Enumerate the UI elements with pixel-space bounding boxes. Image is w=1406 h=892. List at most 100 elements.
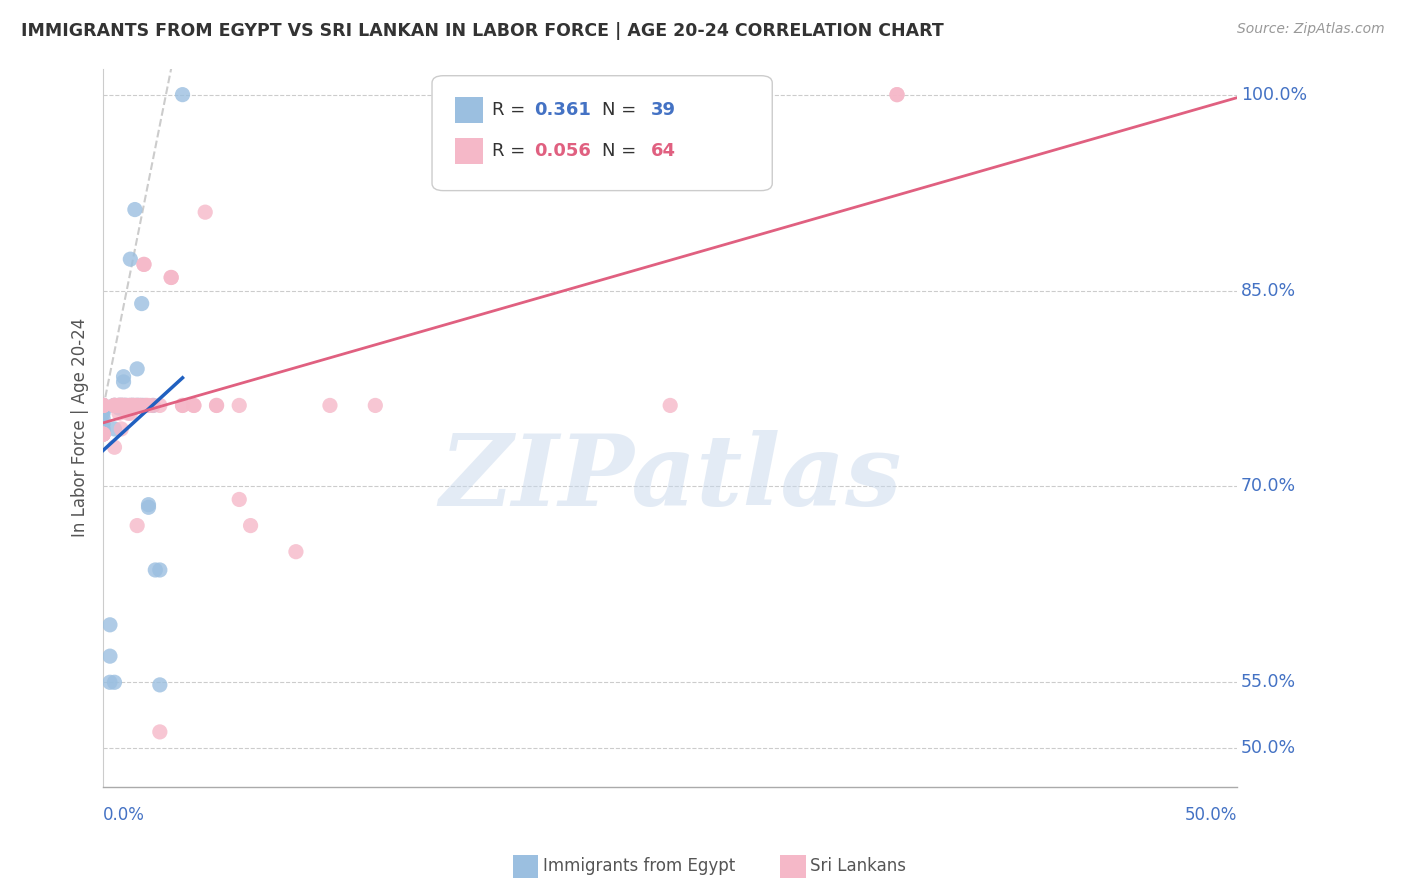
Point: [108, 399, 131, 413]
Point: [91, 427, 114, 442]
FancyBboxPatch shape: [432, 76, 772, 191]
Point: [112, 399, 135, 413]
Point: [103, 399, 125, 413]
Text: Immigrants from Egypt: Immigrants from Egypt: [543, 857, 735, 875]
Text: 85.0%: 85.0%: [1240, 282, 1296, 300]
Point: [103, 675, 125, 690]
Point: [103, 440, 125, 454]
Point: [127, 518, 149, 533]
Point: [91, 399, 114, 413]
Point: [364, 399, 387, 413]
Text: Sri Lankans: Sri Lankans: [810, 857, 905, 875]
Point: [91, 427, 114, 442]
Point: [172, 87, 194, 102]
Point: [91, 399, 114, 413]
Text: 0.056: 0.056: [534, 142, 591, 161]
Point: [132, 257, 155, 271]
Point: [183, 399, 205, 413]
Point: [112, 399, 135, 413]
Point: [132, 399, 155, 413]
Point: [284, 544, 307, 558]
Point: [110, 422, 132, 436]
Point: [91, 403, 114, 417]
Text: Source: ZipAtlas.com: Source: ZipAtlas.com: [1237, 22, 1385, 37]
Text: 0.361: 0.361: [534, 101, 591, 120]
Point: [103, 399, 125, 413]
Point: [886, 87, 908, 102]
FancyBboxPatch shape: [454, 97, 484, 123]
Point: [149, 563, 172, 577]
Text: IMMIGRANTS FROM EGYPT VS SRI LANKAN IN LABOR FORCE | AGE 20-24 CORRELATION CHART: IMMIGRANTS FROM EGYPT VS SRI LANKAN IN L…: [21, 22, 943, 40]
Point: [127, 399, 149, 413]
Point: [114, 399, 136, 413]
Text: 55.0%: 55.0%: [1240, 673, 1296, 691]
Text: 50.0%: 50.0%: [1240, 739, 1296, 756]
Point: [183, 399, 205, 413]
Point: [142, 399, 165, 413]
Y-axis label: In Labor Force | Age 20-24: In Labor Force | Age 20-24: [72, 318, 89, 537]
Point: [98, 675, 121, 690]
Point: [659, 399, 682, 413]
Point: [91, 399, 114, 413]
Point: [194, 205, 217, 219]
Text: 64: 64: [651, 142, 676, 161]
Point: [121, 399, 143, 413]
Point: [120, 406, 142, 420]
Point: [117, 399, 139, 413]
Point: [121, 399, 143, 413]
Point: [149, 725, 172, 739]
Point: [131, 296, 153, 310]
Text: N =: N =: [602, 101, 643, 120]
Text: 50.0%: 50.0%: [1185, 806, 1237, 824]
Point: [239, 518, 262, 533]
Text: N =: N =: [602, 142, 643, 161]
Point: [172, 399, 194, 413]
Point: [103, 399, 125, 413]
Point: [124, 399, 146, 413]
Point: [110, 399, 132, 413]
Point: [160, 270, 183, 285]
Point: [98, 649, 121, 664]
Point: [319, 399, 342, 413]
Point: [110, 399, 132, 413]
Point: [142, 399, 165, 413]
Point: [128, 399, 150, 413]
Text: 0.0%: 0.0%: [103, 806, 145, 824]
Point: [132, 257, 155, 271]
Point: [138, 500, 160, 515]
Point: [121, 399, 143, 413]
Point: [120, 399, 142, 413]
Point: [114, 399, 136, 413]
Text: 39: 39: [651, 101, 676, 120]
Point: [91, 411, 114, 425]
Point: [886, 87, 908, 102]
Point: [128, 399, 150, 413]
Point: [110, 399, 132, 413]
Point: [124, 202, 146, 217]
Point: [110, 399, 132, 413]
Point: [98, 617, 121, 632]
Point: [143, 563, 166, 577]
Point: [108, 399, 131, 413]
Point: [127, 399, 149, 413]
Point: [114, 401, 136, 415]
Point: [120, 252, 142, 267]
Point: [149, 678, 172, 692]
Text: 70.0%: 70.0%: [1240, 477, 1296, 495]
Point: [103, 399, 125, 413]
Point: [117, 406, 139, 420]
Point: [103, 422, 125, 436]
Point: [91, 401, 114, 415]
Point: [127, 399, 149, 413]
Point: [120, 399, 142, 413]
Point: [91, 399, 114, 413]
Point: [112, 369, 135, 384]
Point: [108, 399, 131, 413]
Point: [121, 399, 143, 413]
Text: R =: R =: [492, 142, 531, 161]
Point: [110, 399, 132, 413]
Point: [91, 399, 114, 413]
Point: [112, 375, 135, 389]
Point: [108, 399, 131, 413]
Point: [108, 401, 131, 415]
